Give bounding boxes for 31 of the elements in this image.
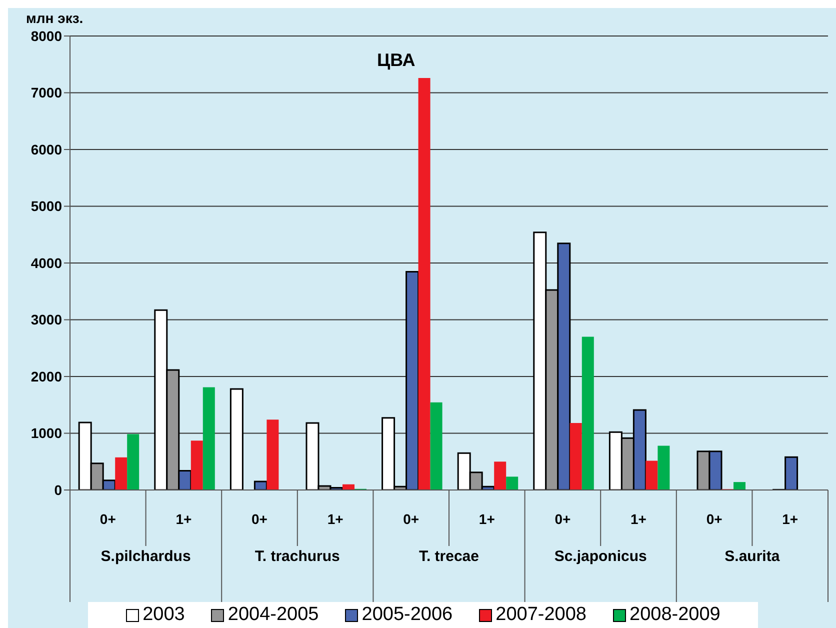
- text: T. trecae: [418, 548, 480, 565]
- x-tick-label: 0+: [706, 511, 722, 527]
- y-tick-label: 2000: [30, 368, 62, 384]
- y-tick-label: 4000: [30, 254, 62, 271]
- legend-label: 2003: [142, 604, 185, 626]
- x-tick-label: 0+: [100, 511, 116, 527]
- annotation: ЦВА: [376, 50, 416, 71]
- x-tick-label: 1+: [630, 511, 646, 527]
- x-tick-label: 1+: [327, 511, 344, 527]
- legend-label: 2004-2005: [226, 604, 319, 626]
- y-axis-title: млн экз.: [26, 10, 84, 26]
- x-tick-label: 1+: [176, 511, 192, 527]
- text: T. trachurus: [254, 548, 341, 565]
- y-tick-label: 8000: [30, 28, 62, 44]
- legend-label: 2005-2006: [360, 604, 453, 626]
- x-tick-label: 0+: [403, 511, 420, 527]
- text: S.aurita: [724, 548, 781, 565]
- text: S.pilchardus: [100, 548, 192, 565]
- y-tick-label: 5000: [30, 198, 62, 214]
- y-tick-label: 0: [54, 482, 62, 498]
- x-tick-label: 1+: [478, 511, 495, 527]
- text: Sc.japonicus: [553, 548, 648, 565]
- x-tick-label: 1+: [782, 511, 798, 527]
- x-tick-label: 0+: [554, 511, 571, 527]
- y-tick-label: 3000: [30, 312, 62, 328]
- y-tick-label: 7000: [30, 84, 62, 101]
- y-tick-label: 1000: [30, 425, 62, 442]
- legend-label: 2007-2008: [494, 604, 587, 626]
- legend-label: 2008-2009: [628, 604, 720, 626]
- x-tick-label: 0+: [252, 511, 268, 527]
- y-tick-label: 6000: [30, 141, 62, 158]
